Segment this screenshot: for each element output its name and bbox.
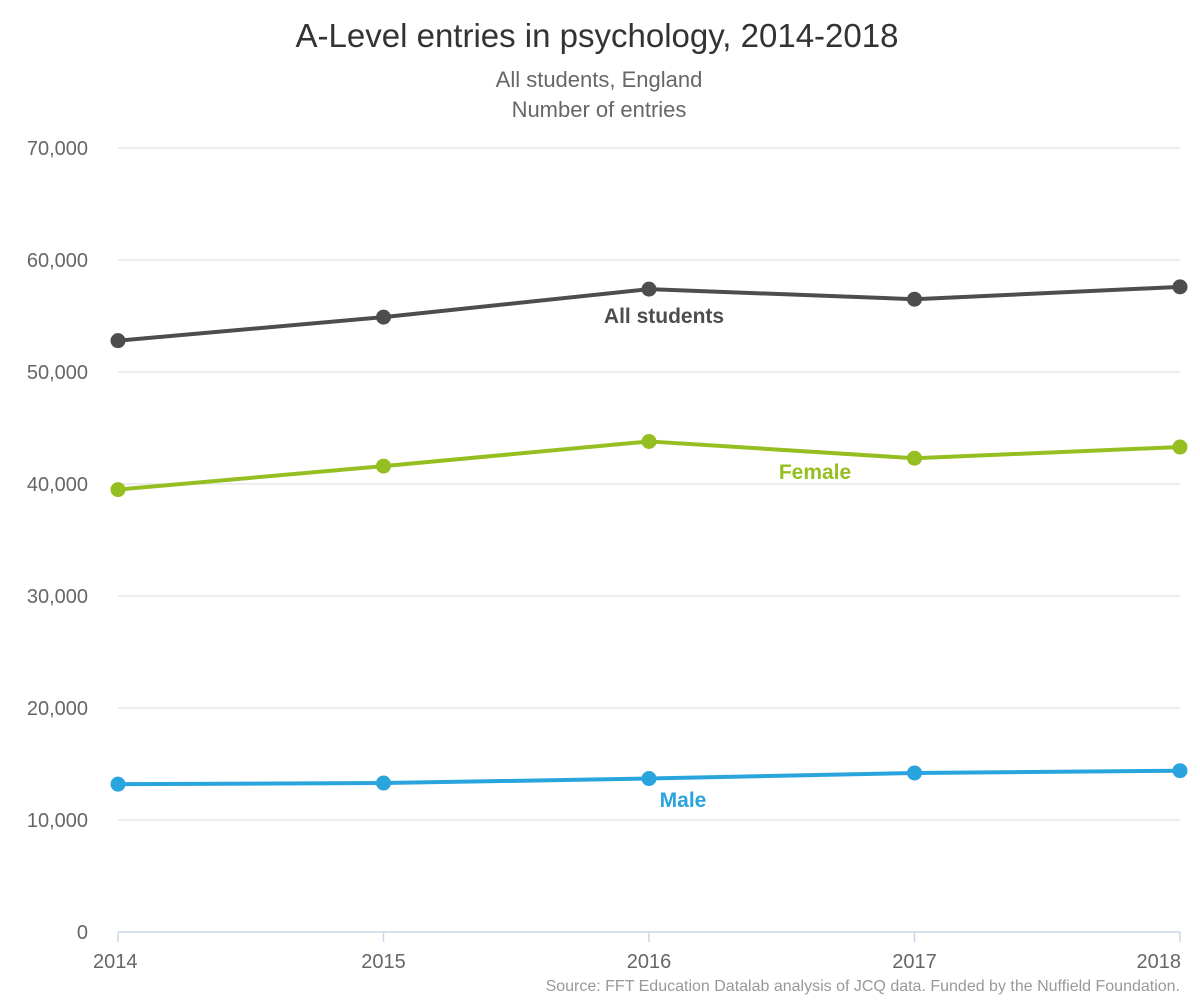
x-axis bbox=[117, 931, 1181, 942]
x-tick-label-2015: 2015 bbox=[361, 951, 406, 973]
data-point-all-students-2018[interactable] bbox=[1172, 279, 1188, 295]
y-tick-label-0: 0 bbox=[77, 922, 88, 944]
y-tick-label-30000: 30,000 bbox=[27, 586, 88, 608]
y-tick-label-20000: 20,000 bbox=[27, 698, 88, 720]
x-tick-label-2016: 2016 bbox=[627, 951, 672, 973]
data-point-male-2017[interactable] bbox=[907, 765, 922, 781]
series-label-female: Female bbox=[779, 461, 851, 484]
series-label-male: Male bbox=[660, 789, 707, 812]
data-point-female-2014[interactable] bbox=[110, 482, 126, 498]
y-tick-label-50000: 50,000 bbox=[27, 362, 88, 384]
data-point-female-2018[interactable] bbox=[1172, 439, 1188, 455]
y-axis-tick-labels: 0 10,000 20,000 30,000 40,000 50,000 60,000 70,… bbox=[27, 138, 88, 944]
data-point-all-students-2016[interactable] bbox=[641, 281, 657, 297]
y-tick-label-70000: 70,000 bbox=[27, 138, 88, 160]
chart-subtitle-line-2: Number of entries bbox=[512, 97, 687, 122]
source-note: Source: FFT Education Datalab analysis o… bbox=[546, 978, 1180, 995]
x-axis-tick-labels: 2014 2015 2016 2017 2018 bbox=[93, 951, 1181, 973]
y-tick-label-40000: 40,000 bbox=[27, 474, 88, 496]
chart-subtitle-line-1: All students, England bbox=[496, 67, 703, 92]
y-tick-label-10000: 10,000 bbox=[27, 810, 88, 832]
series-layer bbox=[110, 279, 1188, 792]
data-point-female-2017[interactable] bbox=[907, 450, 922, 466]
data-point-all-students-2015[interactable] bbox=[376, 309, 391, 325]
series-label-all-students: All students bbox=[604, 305, 724, 328]
x-tick-label-2018: 2018 bbox=[1137, 951, 1182, 973]
y-tick-label-60000: 60,000 bbox=[27, 250, 88, 272]
x-tick-label-2017: 2017 bbox=[892, 951, 937, 973]
chart-title: A-Level entries in psychology, 2014-2018 bbox=[296, 17, 899, 54]
data-point-female-2016[interactable] bbox=[641, 433, 657, 449]
data-point-all-students-2017[interactable] bbox=[907, 291, 922, 307]
x-tick-label-2014: 2014 bbox=[93, 951, 138, 973]
series-labels: All students Female Male bbox=[604, 305, 851, 812]
data-point-male-2015[interactable] bbox=[376, 775, 391, 791]
data-point-male-2018[interactable] bbox=[1172, 763, 1188, 779]
data-point-male-2014[interactable] bbox=[110, 776, 126, 792]
data-point-male-2016[interactable] bbox=[641, 771, 657, 787]
grid-lines bbox=[118, 147, 1180, 821]
data-point-female-2015[interactable] bbox=[376, 458, 391, 474]
data-point-all-students-2014[interactable] bbox=[110, 333, 126, 349]
